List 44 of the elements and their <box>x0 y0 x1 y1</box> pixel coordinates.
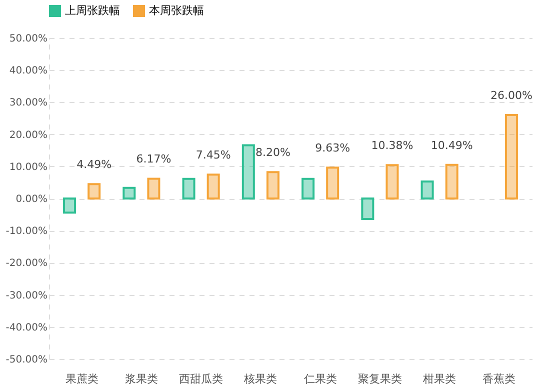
data-label: 8.20% <box>255 146 290 160</box>
bar <box>266 171 280 200</box>
bar <box>122 186 136 200</box>
bar <box>63 198 76 214</box>
bar <box>88 183 101 200</box>
bar <box>242 144 255 200</box>
x-tick-label: 浆果类 <box>124 372 158 386</box>
x-tick-label: 聚复果类 <box>358 372 402 386</box>
data-label: 7.45% <box>196 148 231 162</box>
y-tick-label: 20.00% <box>9 130 48 141</box>
x-tick-label: 柑果类 <box>422 372 456 386</box>
x-tick-label: 核果类 <box>243 372 278 386</box>
x-tick-label: 香蕉类 <box>482 372 516 386</box>
bar <box>182 178 196 200</box>
data-label: 9.63% <box>315 142 350 155</box>
bar <box>302 178 315 200</box>
y-tick-label: -10.00% <box>6 226 48 238</box>
legend-label: 本周张跌幅 <box>149 4 204 17</box>
bar <box>386 164 399 200</box>
y-tick-label: -20.00% <box>6 258 48 270</box>
y-tick-label: 40.00% <box>9 66 48 77</box>
legend-label: 上周张跌幅 <box>65 4 120 17</box>
y-tick-label: 50.00% <box>9 34 48 44</box>
x-tick-label: 西甜瓜类 <box>179 372 224 386</box>
data-label: 10.38% <box>371 139 414 152</box>
y-tick-label: 10.00% <box>9 162 48 173</box>
y-tick-label: -40.00% <box>6 322 48 334</box>
data-label: 10.49% <box>430 138 473 152</box>
x-tick-label: 仁果类 <box>304 372 337 386</box>
bar <box>206 174 220 200</box>
y-tick-label: -30.00% <box>6 290 48 302</box>
bar <box>326 166 340 200</box>
bar <box>147 178 160 200</box>
data-label: 4.49% <box>76 158 112 172</box>
x-tick-label: 果蔗类 <box>65 372 98 386</box>
bar <box>420 180 434 200</box>
y-tick-label: 0.00% <box>16 194 48 205</box>
bar <box>361 198 374 220</box>
y-tick-label: -50.00% <box>6 354 48 366</box>
y-tick-label: 30.00% <box>9 98 48 109</box>
bar <box>445 164 458 200</box>
data-label: 6.17% <box>136 152 172 166</box>
data-label: 26.00% <box>490 89 532 102</box>
bar <box>504 114 518 200</box>
